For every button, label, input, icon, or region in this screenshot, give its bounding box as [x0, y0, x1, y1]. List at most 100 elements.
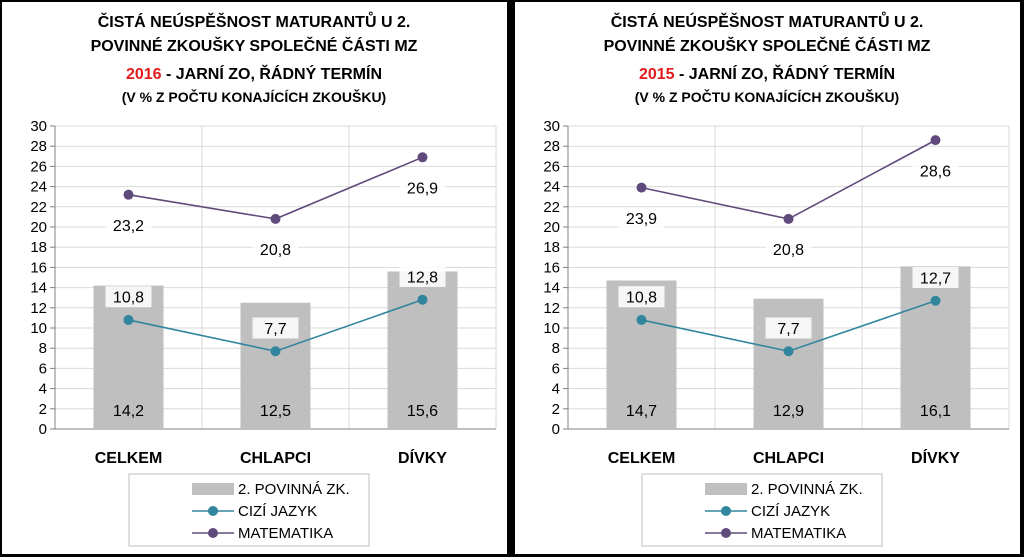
title-year: 2015: [639, 66, 675, 83]
y-tick-label: 30: [30, 118, 47, 135]
title-rest: - JARNÍ ZO, ŘÁDNÝ TERMÍN: [162, 64, 382, 83]
data-label-bg: [252, 399, 299, 421]
y-tick-label: 2: [39, 401, 47, 418]
legend-box: [641, 473, 883, 547]
y-tick-label: 0: [552, 421, 560, 438]
legend-box: [128, 473, 370, 547]
legend-swatch-marker: [721, 506, 731, 516]
data-label-bg: [618, 207, 665, 229]
chart-title-line: POVINNÉ ZKOUŠKY SPOLEČNÉ ČÁSTI MZ: [91, 36, 418, 55]
chart-title-line: POVINNÉ ZKOUŠKY SPOLEČNÉ ČÁSTI MZ: [604, 36, 931, 55]
legend-swatch-bar: [192, 483, 234, 495]
data-label-bg: [105, 214, 152, 236]
y-tick-label: 12: [543, 300, 560, 317]
data-label-cizi-jazyk-celkem: 10,8: [113, 290, 144, 307]
legend-label-matematika: MATEMATIKA: [751, 525, 846, 542]
chart-subtitle: (V % Z POČTU KONAJÍCÍCH ZKOUŠKU): [122, 88, 386, 105]
y-tick-label: 18: [543, 239, 560, 256]
y-tick-label: 22: [543, 199, 560, 216]
y-tick-label: 24: [30, 179, 47, 196]
data-label-bg: [618, 286, 665, 308]
data-label-bg: [912, 399, 959, 421]
data-label-matematika-chlapci: 20,8: [260, 242, 291, 259]
point-cizi-jazyk-chlapci: [783, 346, 794, 357]
y-tick-label: 18: [30, 239, 47, 256]
legend: 2. POVINNÁ ZK. CIZÍ JAZYK MATEMATIKA: [641, 473, 883, 547]
data-label-bg: [765, 317, 812, 339]
y-tick-label: 16: [543, 259, 560, 276]
data-label-bg: [765, 399, 812, 421]
legend-swatch-marker: [208, 506, 218, 516]
legend-label-cizi-jazyk: CIZÍ JAZYK: [238, 503, 317, 520]
y-tick-label: 16: [30, 259, 47, 276]
y-tick-label: 26: [543, 158, 560, 175]
legend-label-cizi-jazyk: CIZÍ JAZYK: [751, 503, 830, 520]
data-label-matematika-divky: 26,9: [407, 181, 438, 198]
chart-2016: ČISTÁ NEÚSPĚŠNOST MATURANTŮ U 2. POVINNÉ …: [30, 11, 497, 547]
legend-swatch-bar: [705, 483, 747, 495]
data-label-bg: [765, 238, 812, 260]
y-tick-label: 4: [39, 381, 47, 398]
x-tick-label-celkem: CELKEM: [608, 450, 676, 467]
data-label-2-povinna-zk-divky: 15,6: [407, 403, 438, 420]
point-matematika-chlapci: [783, 213, 794, 224]
data-label-bg: [105, 399, 152, 421]
chart-subtitle: (V % Z POČTU KONAJÍCÍCH ZKOUŠKU): [635, 88, 899, 105]
chart-title-line: ČISTÁ NEÚSPĚŠNOST MATURANTŮ U 2.: [98, 11, 411, 31]
legend-label-matematika: MATEMATIKA: [238, 525, 333, 542]
x-tick-label-chlapci: CHLAPCI: [240, 450, 311, 467]
point-cizi-jazyk-divky: [930, 295, 941, 306]
legend-swatch-marker: [721, 528, 731, 538]
y-tick-label: 6: [39, 360, 47, 377]
x-tick-label-divky: DÍVKY: [398, 448, 447, 467]
chart-2015: ČISTÁ NEÚSPĚŠNOST MATURANTŮ U 2. POVINNÉ …: [543, 11, 1010, 547]
data-label-matematika-chlapci: 20,8: [773, 242, 804, 259]
legend-label-2-povinna-zk: 2. POVINNÁ ZK.: [751, 481, 863, 498]
x-tick-label-divky: DÍVKY: [911, 448, 960, 467]
data-label-2-povinna-zk-chlapci: 12,9: [773, 403, 804, 420]
data-label-cizi-jazyk-chlapci: 7,7: [264, 321, 286, 338]
point-matematika-chlapci: [270, 213, 281, 224]
y-tick-label: 14: [543, 280, 560, 297]
data-label-bg: [399, 399, 446, 421]
data-label-cizi-jazyk-divky: 12,8: [407, 269, 438, 286]
data-label-bg: [105, 286, 152, 308]
data-label-matematika-celkem: 23,2: [113, 218, 144, 235]
data-label-bg: [618, 399, 665, 421]
legend: 2. POVINNÁ ZK. CIZÍ JAZYK MATEMATIKA: [128, 473, 370, 547]
legend-swatch-marker: [208, 528, 218, 538]
y-tick-label: 4: [552, 381, 560, 398]
data-label-cizi-jazyk-divky: 12,7: [920, 271, 951, 288]
y-tick-label: 20: [30, 219, 47, 236]
data-label-2-povinna-zk-divky: 16,1: [920, 403, 951, 420]
data-label-matematika-celkem: 23,9: [626, 211, 657, 228]
y-tick-label: 28: [543, 138, 560, 155]
x-tick-label-celkem: CELKEM: [95, 450, 163, 467]
point-matematika-celkem: [123, 189, 134, 200]
point-cizi-jazyk-divky: [417, 294, 428, 305]
x-tick-label-chlapci: CHLAPCI: [753, 450, 824, 467]
y-tick-label: 12: [30, 300, 47, 317]
point-cizi-jazyk-celkem: [636, 314, 647, 325]
data-label-2-povinna-zk-chlapci: 12,5: [260, 403, 291, 420]
data-label-matematika-divky: 28,6: [920, 163, 951, 180]
point-cizi-jazyk-celkem: [123, 314, 134, 325]
y-tick-label: 0: [39, 421, 47, 438]
y-tick-label: 20: [543, 219, 560, 236]
y-tick-label: 30: [543, 118, 560, 135]
data-label-bg: [252, 317, 299, 339]
chart-panel-2016: ČISTÁ NEÚSPĚŠNOST MATURANTŮ U 2. POVINNÉ …: [2, 2, 507, 554]
y-tick-label: 8: [552, 340, 560, 357]
y-tick-label: 6: [552, 360, 560, 377]
y-tick-label: 8: [39, 340, 47, 357]
data-label-bg: [399, 265, 446, 287]
data-label-bg: [912, 267, 959, 288]
data-label-bg: [399, 177, 446, 199]
y-tick-label: 22: [30, 199, 47, 216]
chart-panel-2015: ČISTÁ NEÚSPĚŠNOST MATURANTŮ U 2. POVINNÉ …: [515, 2, 1020, 554]
title-rest: - JARNÍ ZO, ŘÁDNÝ TERMÍN: [675, 64, 895, 83]
y-tick-label: 14: [30, 280, 47, 297]
point-matematika-celkem: [636, 182, 647, 193]
